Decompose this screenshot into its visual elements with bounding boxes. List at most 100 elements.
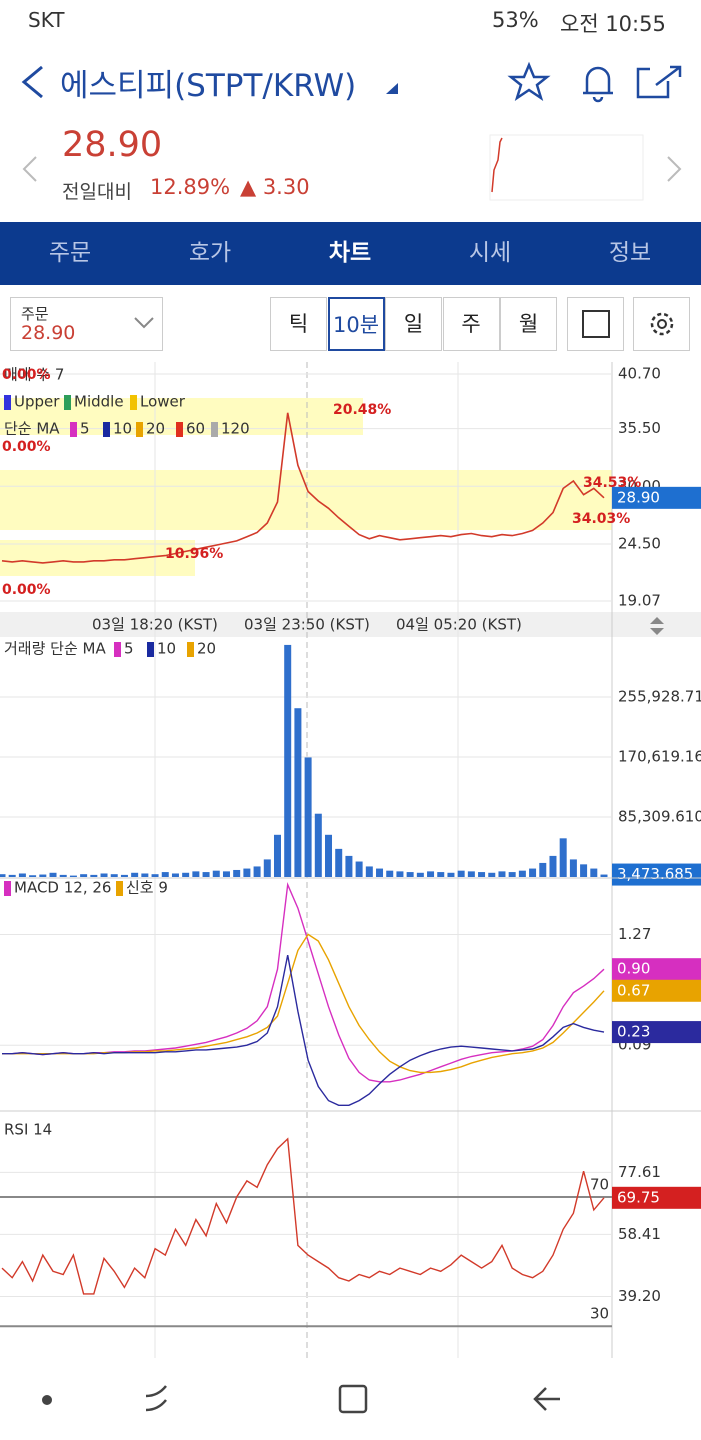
annotation: 0.00% xyxy=(2,582,51,598)
legend-title: 매매 수 7 xyxy=(4,366,64,384)
mini-chart xyxy=(489,134,644,201)
resize-up[interactable] xyxy=(650,617,664,624)
legend-swatch xyxy=(176,422,183,437)
legend-swatch xyxy=(4,881,11,896)
bar xyxy=(325,834,333,877)
clock: 오전 10:55 xyxy=(560,12,666,36)
legend-title: 단순 MA xyxy=(4,420,60,438)
header-icons xyxy=(21,61,682,103)
nav-back[interactable] xyxy=(533,1387,560,1411)
tab[interactable]: 정보 xyxy=(608,240,652,266)
period-button[interactable]: 주 xyxy=(442,297,500,351)
last-value-badge xyxy=(612,1021,701,1044)
bar xyxy=(49,872,57,877)
legend-swatch xyxy=(211,422,218,437)
last-value: 3,473.685 xyxy=(617,865,693,883)
bar xyxy=(120,874,128,877)
prev[interactable] xyxy=(22,156,37,182)
bar xyxy=(212,870,220,877)
level-label: 70 xyxy=(590,1176,609,1194)
last-value: 0.67 xyxy=(617,981,650,999)
bell[interactable] xyxy=(583,66,613,103)
series-line xyxy=(2,933,605,1074)
legend-entry: 60 xyxy=(186,420,205,438)
period-button[interactable]: 틱 xyxy=(270,297,327,351)
gear-hub xyxy=(657,319,667,329)
bar xyxy=(416,872,424,877)
order-select[interactable]: 주문 28.90 xyxy=(10,297,163,351)
back[interactable] xyxy=(21,65,43,99)
settings-button[interactable] xyxy=(633,297,690,351)
tab[interactable]: 호가 xyxy=(188,240,232,266)
bar xyxy=(294,708,302,877)
bar xyxy=(80,874,88,877)
nav-home[interactable] xyxy=(338,1384,368,1414)
quote-deco xyxy=(22,134,682,201)
y-tick-label: 19.07 xyxy=(618,592,661,610)
bar xyxy=(90,874,98,877)
legend-entry: Upper xyxy=(14,393,60,411)
legend-swatch xyxy=(4,395,11,410)
tools xyxy=(567,297,690,351)
bar xyxy=(0,874,6,877)
bar xyxy=(467,871,475,877)
y-tick-label: 77.61 xyxy=(618,1163,661,1181)
square-icon xyxy=(582,310,610,338)
bar xyxy=(549,855,557,877)
next[interactable] xyxy=(667,156,682,182)
legend-title: 신호 9 xyxy=(126,879,168,897)
bar xyxy=(39,874,47,877)
tab[interactable]: 시세 xyxy=(468,240,512,266)
bar xyxy=(69,875,77,877)
legend-entry: 10 xyxy=(113,420,132,438)
y-tick-label: 40.70 xyxy=(618,365,661,383)
period-button[interactable]: 월 xyxy=(500,297,557,351)
change-rate: 12.89% xyxy=(150,175,231,199)
mini-line xyxy=(491,137,503,193)
bar xyxy=(386,870,394,877)
nav-recent[interactable] xyxy=(145,1385,167,1412)
bar xyxy=(508,872,516,877)
bar xyxy=(529,868,537,877)
bar xyxy=(29,875,37,877)
bar xyxy=(253,866,261,877)
last-value: 69.75 xyxy=(617,1188,660,1206)
bar xyxy=(131,872,139,877)
last-value-badge xyxy=(612,863,701,886)
period-button[interactable]: 10분 xyxy=(327,297,385,351)
legend-title: 거래량 단순 MA xyxy=(4,640,106,658)
bar xyxy=(345,855,353,877)
period-button[interactable]: 일 xyxy=(385,297,442,351)
legend-swatch xyxy=(130,395,137,410)
tab[interactable]: 주문 xyxy=(48,240,92,266)
y-tick-label: 85,309.610 xyxy=(618,808,701,826)
nav-bar xyxy=(42,1384,560,1414)
nav-dot[interactable] xyxy=(42,1395,52,1405)
toggle-button[interactable] xyxy=(567,297,624,351)
legend-swatch xyxy=(64,395,71,410)
star[interactable] xyxy=(507,61,551,101)
title: 에스티피(STPT/KRW) xyxy=(60,68,357,104)
legend-entry: 20 xyxy=(197,640,216,658)
bar xyxy=(161,872,169,877)
legend-entry: 10 xyxy=(157,640,176,658)
bar xyxy=(355,861,363,877)
bar xyxy=(457,870,465,877)
bar xyxy=(590,868,598,877)
bar xyxy=(335,848,343,877)
x-tick-label: 04일 05:20 (KST) xyxy=(396,616,522,634)
bar xyxy=(151,874,159,877)
bar xyxy=(569,859,577,877)
carrier: SKT xyxy=(28,8,65,32)
series-line xyxy=(1,412,605,564)
y-tick-label: 1.27 xyxy=(618,925,651,943)
tab[interactable]: 차트 xyxy=(328,240,372,266)
bar xyxy=(110,874,118,877)
share[interactable] xyxy=(636,65,682,99)
bar xyxy=(8,874,16,877)
dropdown[interactable] xyxy=(386,83,398,94)
bar xyxy=(396,871,404,877)
resize-down[interactable] xyxy=(650,628,664,635)
last-value: 28.90 xyxy=(617,488,660,506)
select-label: 주문 xyxy=(21,305,49,323)
